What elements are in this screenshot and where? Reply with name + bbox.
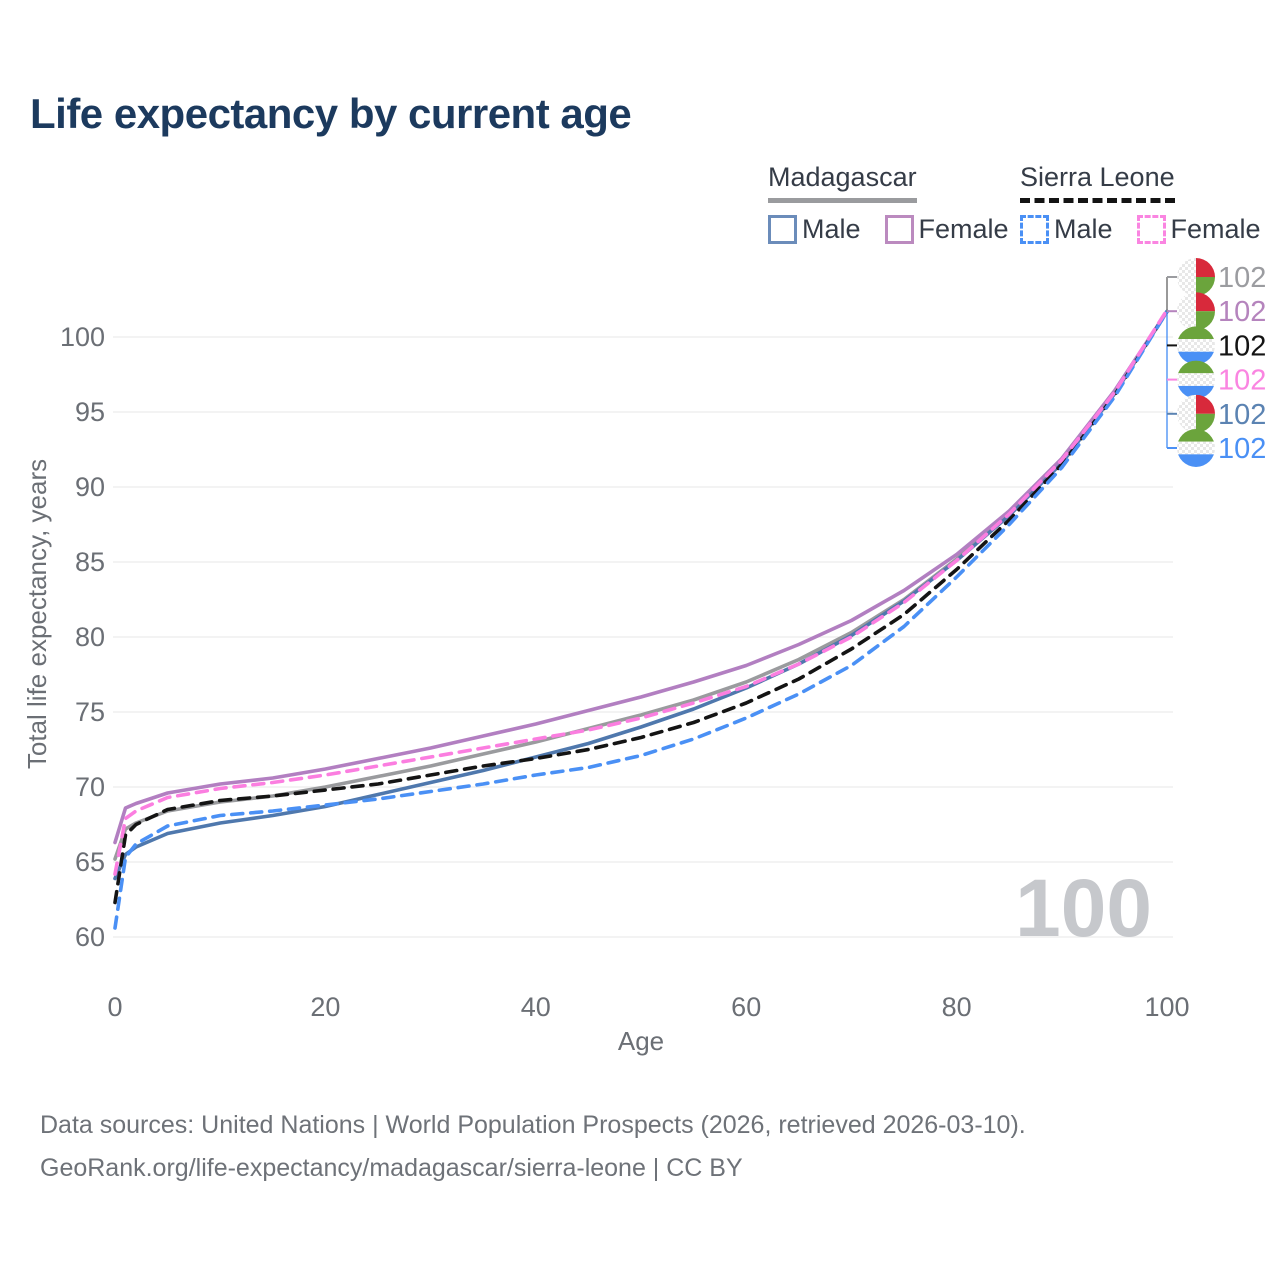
y-tick-label-70: 70 (75, 772, 105, 802)
series-line-sierra-leone-total (113, 309, 1169, 905)
checkbox-madagascar-female[interactable] (884, 215, 914, 244)
legend-group-sierra-leone: Sierra Leone Male Female (1020, 162, 1261, 245)
x-tick-label-100: 100 (1144, 992, 1189, 1022)
page-title: Life expectancy by current age (30, 90, 632, 137)
endpoint-value-madagascar-male: 102 (1218, 399, 1266, 431)
x-tick-label-80: 80 (942, 992, 972, 1022)
sierra-leone-flag-icon (1177, 326, 1215, 365)
legend-country-madagascar: Madagascar (768, 162, 917, 203)
legend-country-sierra-leone: Sierra Leone (1020, 162, 1175, 203)
sierra-leone-flag-icon (1177, 429, 1215, 467)
checkbox-sierra-leone-female[interactable] (1136, 215, 1166, 244)
chart-footer: Data sources: United Nations | World Pop… (40, 1104, 1026, 1190)
y-tick-label-60: 60 (75, 922, 105, 952)
y-tick-label-100: 100 (60, 322, 105, 352)
endpoint-value-sierra-leone-total: 102 (1218, 330, 1266, 362)
age-watermark: 100 (1015, 863, 1152, 954)
footer-data-sources: Data sources: United Nations | World Pop… (40, 1111, 1026, 1139)
series-line-sierra-leone-male (113, 309, 1169, 930)
madagascar-flag-icon (1177, 258, 1215, 296)
endpoint-value-sierra-leone-female: 102 (1218, 365, 1266, 397)
endpoint-value-madagascar-female: 102 (1218, 296, 1266, 328)
y-tick-label-80: 80 (75, 622, 105, 652)
y-tick-label-65: 65 (75, 847, 105, 877)
madagascar-flag-icon (1177, 292, 1215, 331)
x-tick-label-60: 60 (731, 992, 761, 1022)
series-line-madagascar-female (113, 309, 1169, 845)
legend-label-sierra-leone-female[interactable]: Female (1170, 214, 1261, 244)
x-tick-label-0: 0 (107, 992, 122, 1022)
y-axis-title: Total life expectancy, years (22, 459, 52, 769)
endpoint-value-sierra-leone-male: 102 (1218, 433, 1266, 465)
sierra-leone-flag-icon (1177, 360, 1215, 399)
checkbox-madagascar-male[interactable] (768, 215, 797, 244)
series-line-madagascar-male (113, 309, 1169, 881)
legend-label-sierra-leone-male[interactable]: Male (1054, 214, 1113, 244)
series-line-sierra-leone-female (113, 308, 1169, 876)
y-tick-label-85: 85 (75, 547, 105, 577)
legend-group-madagascar: Madagascar Male Female (768, 162, 1009, 245)
y-tick-label-95: 95 (75, 397, 105, 427)
footer-attribution: GeoRank.org/life-expectancy/madagascar/s… (40, 1154, 743, 1182)
madagascar-flag-icon (1177, 394, 1215, 433)
y-tick-label-90: 90 (75, 472, 105, 502)
x-tick-label-20: 20 (310, 992, 340, 1022)
legend-label-madagascar-male[interactable]: Male (802, 214, 861, 244)
x-axis-title: Age (618, 1026, 664, 1056)
x-tick-label-40: 40 (521, 992, 551, 1022)
endpoint-value-madagascar-total: 102 (1218, 262, 1266, 294)
y-tick-label-75: 75 (75, 697, 105, 727)
checkbox-sierra-leone-male[interactable] (1020, 215, 1049, 244)
legend-label-madagascar-female[interactable]: Female (918, 214, 1009, 244)
